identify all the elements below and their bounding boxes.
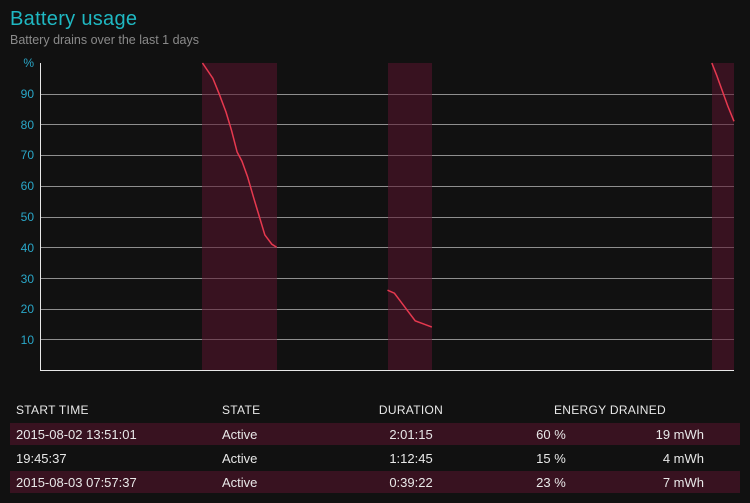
cell-energy-drain: 4 mWh (616, 451, 734, 466)
col-energy-drained: ENERGY DRAINED (486, 403, 734, 417)
y-tick: 50 (21, 210, 34, 224)
drain-table: START TIME STATE DURATION ENERGY DRAINED… (10, 399, 740, 493)
cell-duration: 1:12:45 (336, 451, 486, 466)
page-title: Battery usage (10, 8, 740, 31)
y-tick: 90 (21, 87, 34, 101)
y-tick: 10 (21, 333, 34, 347)
battery-line (202, 63, 276, 247)
y-axis-unit: % (23, 56, 34, 70)
battery-line (712, 63, 734, 121)
cell-duration: 0:39:22 (336, 475, 486, 490)
cell-state: Active (216, 475, 336, 490)
table-row: 19:45:37Active1:12:4515 %4 mWh (10, 447, 740, 469)
battery-line (388, 290, 432, 327)
cell-state: Active (216, 451, 336, 466)
chart-plot-area (40, 63, 734, 371)
cell-energy-pct: 15 % (486, 451, 616, 466)
battery-usage-panel: Battery usage Battery drains over the la… (0, 0, 750, 503)
cell-start-time: 19:45:37 (16, 451, 216, 466)
table-header: START TIME STATE DURATION ENERGY DRAINED (10, 399, 740, 421)
col-duration: DURATION (336, 403, 486, 417)
table-row: 2015-08-02 13:51:01Active2:01:1560 %19 m… (10, 423, 740, 445)
cell-duration: 2:01:15 (336, 427, 486, 442)
table-row: 2015-08-03 07:57:37Active0:39:2223 %7 mW… (10, 471, 740, 493)
page-subtitle: Battery drains over the last 1 days (10, 33, 740, 47)
cell-energy-drain: 7 mWh (616, 475, 734, 490)
cell-energy-pct: 60 % (486, 427, 616, 442)
battery-chart: %102030405060708090 (10, 63, 740, 393)
cell-energy-pct: 23 % (486, 475, 616, 490)
chart-line-layer (41, 63, 734, 370)
y-tick: 70 (21, 148, 34, 162)
y-tick: 40 (21, 241, 34, 255)
col-state: STATE (216, 403, 336, 417)
y-tick: 20 (21, 302, 34, 316)
y-tick: 30 (21, 272, 34, 286)
cell-state: Active (216, 427, 336, 442)
cell-start-time: 2015-08-02 13:51:01 (16, 427, 216, 442)
cell-start-time: 2015-08-03 07:57:37 (16, 475, 216, 490)
y-tick: 60 (21, 179, 34, 193)
chart-y-axis: %102030405060708090 (10, 63, 38, 371)
y-tick: 80 (21, 118, 34, 132)
col-start-time: START TIME (16, 403, 216, 417)
cell-energy-drain: 19 mWh (616, 427, 734, 442)
table-body: 2015-08-02 13:51:01Active2:01:1560 %19 m… (10, 423, 740, 493)
